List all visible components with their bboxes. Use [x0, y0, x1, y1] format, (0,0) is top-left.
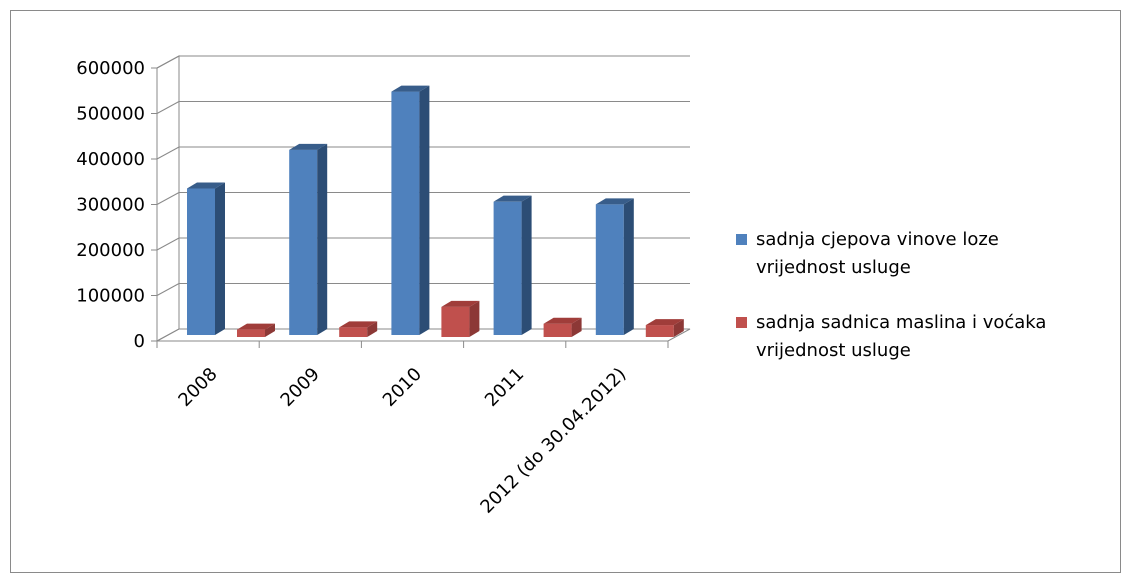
bar-side-0-1 [317, 143, 328, 335]
y-tick-label: 600000 [76, 58, 145, 79]
bar-top-0-4 [595, 198, 634, 205]
bar-side-1-4 [673, 319, 684, 337]
bar-top-0-3 [493, 195, 532, 202]
y-tick-label: 200000 [76, 240, 145, 261]
y-tick-label: 0 [134, 331, 145, 352]
bar-top-0-1 [289, 143, 328, 150]
category-label-0: 2008 [174, 364, 221, 411]
gridline-diagonal [156, 146, 180, 160]
y-axis-ticks: 0 100000 200000 300000 400000 500000 600000 [76, 58, 158, 352]
bar-0-1 [289, 149, 318, 335]
bar-1-0 [237, 329, 265, 337]
bar-top-1-0 [237, 323, 275, 330]
category-label-2: 2010 [379, 364, 426, 411]
bar-side-1-1 [367, 321, 378, 337]
bar-top-1-3 [543, 317, 582, 324]
x-axis-ticks [156, 340, 669, 348]
legend-label-0: vrijednost usluge [756, 257, 911, 278]
bar-side-1-3 [571, 317, 582, 337]
bar-0-2 [391, 91, 420, 335]
bar-0-4 [595, 204, 624, 335]
legend-swatch-0 [736, 234, 747, 245]
y-tick-label: 400000 [76, 149, 145, 170]
bar-1-2 [441, 306, 470, 337]
y-tick-label: 300000 [76, 195, 145, 216]
legend-label-1: sadnja sadnica maslina i voćaka [756, 312, 1046, 333]
category-label-3: 2011 [481, 364, 528, 411]
gridline-diagonal [156, 55, 180, 69]
legend-label-0: sadnja cjepova vinove loze [756, 229, 999, 250]
y-tick-label: 100000 [76, 286, 145, 307]
bar-1-3 [543, 323, 572, 337]
bar-side-0-0 [215, 182, 225, 335]
bar-0-3 [493, 201, 522, 335]
y-tick-label: 500000 [76, 104, 145, 125]
bar-top-1-4 [645, 319, 684, 326]
legend-label-1: vrijednost usluge [756, 340, 911, 361]
legend-swatch-1 [736, 317, 747, 328]
bars [187, 85, 684, 337]
bar-top-0-0 [187, 182, 225, 189]
bar-side-0-4 [623, 198, 634, 335]
chart-frame [10, 10, 1121, 573]
category-label-1: 2009 [277, 364, 324, 411]
bar-side-0-3 [521, 195, 532, 335]
bar-1-1 [339, 327, 368, 337]
bar-0-0 [187, 188, 215, 335]
bar-1-4 [645, 325, 674, 337]
bar-top-1-1 [339, 321, 378, 328]
bar-side-1-2 [469, 300, 480, 337]
bar-side-0-2 [419, 85, 430, 335]
legend: sadnja cjepova vinove loze vrijednost usl… [736, 229, 1046, 361]
bar-top-1-2 [441, 300, 480, 307]
bar-side-1-0 [265, 323, 275, 337]
gridline-diagonal [156, 101, 180, 114]
gridline-diagonal [156, 237, 180, 251]
bar-top-0-2 [391, 85, 430, 92]
gridline-diagonal [156, 283, 180, 296]
gridline-diagonal [156, 192, 180, 205]
